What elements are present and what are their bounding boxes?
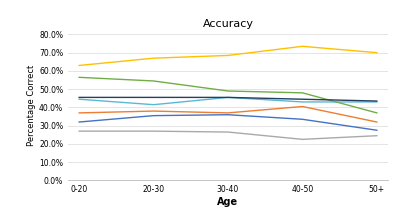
X-axis label: Age: Age (218, 197, 238, 207)
Title: Accuracy: Accuracy (202, 19, 254, 29)
Y-axis label: Percentage Correct: Percentage Correct (27, 65, 36, 146)
